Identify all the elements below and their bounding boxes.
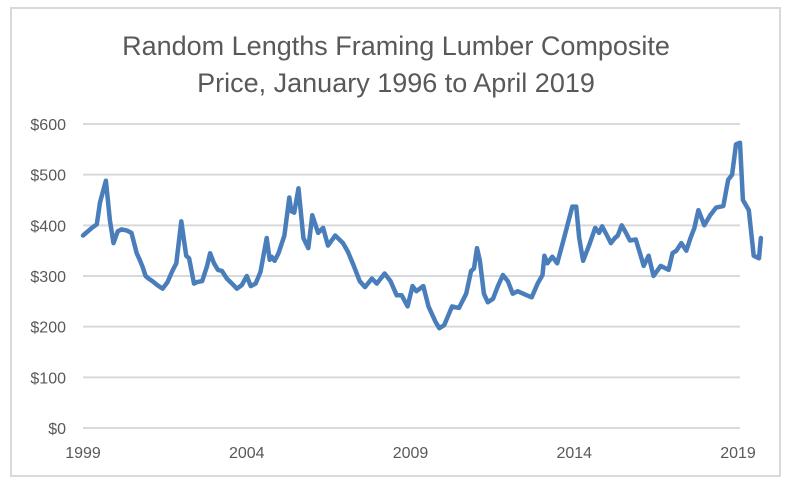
x-axis-tick-labels: 1999 2004 2009 2014 2019 bbox=[65, 445, 756, 462]
chart-title-line-2: Price, January 1996 to April 2019 bbox=[197, 68, 595, 98]
series-layer bbox=[80, 140, 764, 331]
gridlines bbox=[83, 123, 740, 429]
x-tick-label: 1999 bbox=[65, 445, 101, 462]
y-tick-label: $300 bbox=[30, 269, 66, 286]
x-tick-label: 2014 bbox=[556, 445, 592, 462]
y-tick-label: $400 bbox=[30, 218, 66, 235]
chart-frame bbox=[10, 7, 781, 477]
chart-title-line-1: Random Lengths Framing Lumber Composite bbox=[122, 31, 670, 61]
y-axis-tick-labels: $0 $100 $200 $300 $400 $500 $600 bbox=[30, 117, 66, 438]
y-tick-label: $600 bbox=[30, 117, 66, 134]
series-line-price bbox=[80, 140, 764, 331]
x-tick-label: 2009 bbox=[393, 445, 429, 462]
x-tick-label: 2019 bbox=[720, 445, 756, 462]
x-tick-label: 2004 bbox=[229, 445, 265, 462]
y-tick-label: $200 bbox=[30, 320, 66, 337]
y-tick-label: $500 bbox=[30, 168, 66, 185]
y-tick-label: $0 bbox=[48, 421, 66, 438]
y-tick-label: $100 bbox=[30, 370, 66, 387]
